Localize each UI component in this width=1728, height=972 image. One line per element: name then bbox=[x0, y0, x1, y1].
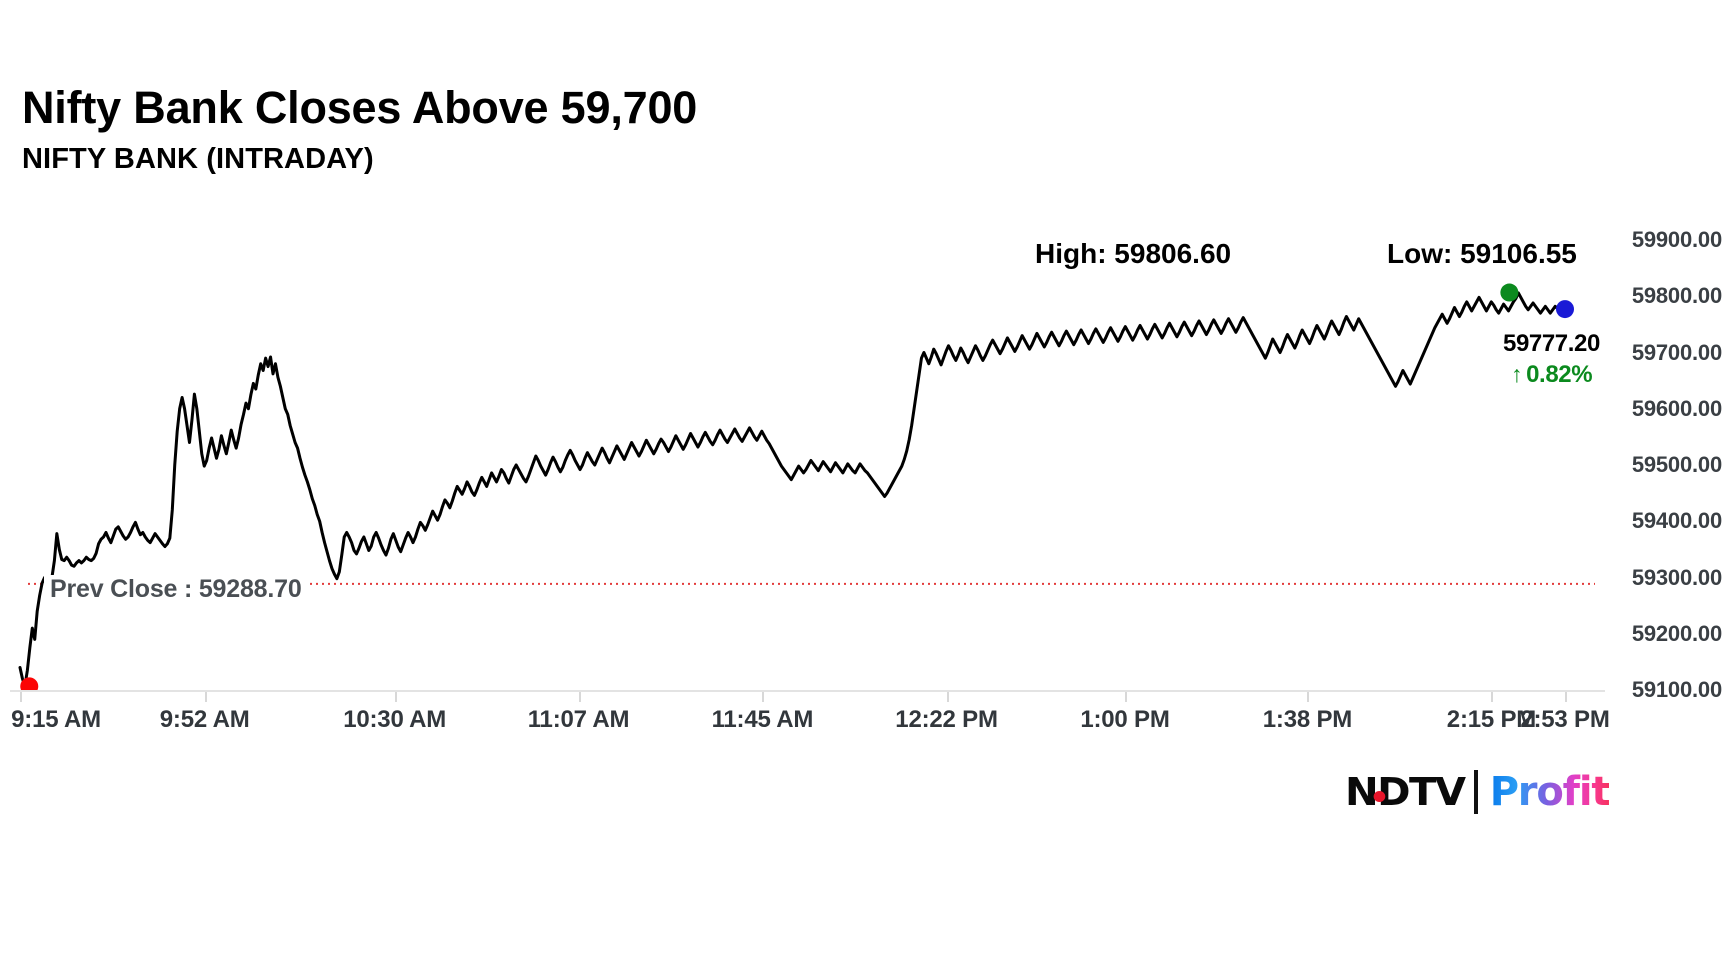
marker-day_high bbox=[1500, 283, 1519, 302]
arrow-up-icon: ↑ bbox=[1511, 361, 1523, 388]
x-axis-label: 10:30 AM bbox=[343, 706, 447, 733]
x-axis-label: 1:00 PM bbox=[1080, 706, 1170, 733]
last-price-value: 59777.20 bbox=[1503, 330, 1600, 357]
price-line-path bbox=[18, 291, 1567, 688]
ndtv-wordmark: NDTV bbox=[1345, 770, 1466, 814]
x-axis-label: 1:38 PM bbox=[1262, 706, 1353, 733]
stat-high: High: 59806.60 bbox=[1035, 238, 1232, 269]
marker-day_low bbox=[20, 677, 39, 690]
x-axis-tick bbox=[762, 692, 765, 702]
y-axis-label: 59500.00 bbox=[1631, 452, 1722, 477]
x-axis-line bbox=[10, 690, 1605, 692]
chart-header: Nifty Bank Closes Above 59,700 NIFTY BAN… bbox=[22, 84, 1422, 176]
x-axis-tick bbox=[20, 692, 22, 702]
x-axis-label: 2:15 PM bbox=[1446, 706, 1537, 733]
y-axis-label: 59800.00 bbox=[1631, 283, 1722, 309]
page-title: Nifty Bank Closes Above 59,700 bbox=[22, 82, 698, 133]
x-axis-tick bbox=[1307, 692, 1310, 702]
change-percent-value: 0.82% bbox=[1526, 360, 1593, 388]
logo-divider bbox=[1473, 770, 1478, 814]
marker-last_price bbox=[1556, 300, 1574, 319]
x-axis-tick bbox=[1491, 692, 1494, 702]
x-axis-label: 9:52 AM bbox=[159, 706, 250, 733]
x-axis-tick bbox=[204, 692, 207, 702]
chart-stats: High: 59806.60 Low: 59106.55 bbox=[1035, 238, 1695, 274]
y-axis-label: 59600.00 bbox=[1631, 395, 1722, 421]
y-axis-label: 59300.00 bbox=[1631, 564, 1722, 590]
y-axis-label: 59700.00 bbox=[1631, 339, 1722, 365]
x-axis-tick bbox=[1565, 692, 1567, 702]
y-axis-label: 59200.00 bbox=[1631, 620, 1722, 646]
price-line-chart bbox=[18, 283, 1595, 690]
last-price-annotation: 59777.20 ↑ 0.82% bbox=[1503, 330, 1633, 389]
chart-subtitle: NIFTY BANK (INTRADAY) bbox=[22, 143, 374, 176]
ndtv-profit-logo: NDTV Profit bbox=[1345, 768, 1611, 816]
x-axis-label: 2:53 PM bbox=[1520, 706, 1610, 733]
x-axis-tick bbox=[394, 692, 397, 702]
stat-low: Low: 59106.55 bbox=[1387, 238, 1577, 269]
ndtv-text: NDTV bbox=[1345, 770, 1466, 814]
x-axis: 9:15 AM 9:52 AM 10:30 AM 11:07 AM 11:45 AM 12… bbox=[0, 692, 1610, 742]
ndtv-red-dot-icon bbox=[1373, 791, 1386, 802]
x-axis-label: 11:45 AM bbox=[711, 706, 814, 733]
last-price-change: ↑ 0.82% bbox=[1511, 361, 1633, 389]
profit-wordmark: Profit bbox=[1489, 769, 1611, 815]
y-axis-label: 59100.00 bbox=[1631, 677, 1722, 702]
price-markers-group bbox=[20, 283, 1574, 690]
chart-plot-area bbox=[0, 240, 1605, 690]
x-axis-tick bbox=[578, 692, 581, 702]
y-axis-label: 59400.00 bbox=[1631, 508, 1722, 534]
prev-close-label: Prev Close : 59288.70 bbox=[44, 575, 308, 604]
x-axis-label: 11:07 AM bbox=[527, 706, 630, 733]
x-axis-tick bbox=[1124, 692, 1127, 702]
x-axis-label: 12:22 PM bbox=[895, 706, 998, 733]
y-axis: 59900.00 59800.00 59700.00 59600.00 59500.00… bbox=[1605, 227, 1728, 702]
x-axis-tick bbox=[946, 692, 949, 702]
y-axis-label: 59900.00 bbox=[1631, 227, 1722, 252]
x-axis-label: 9:15 AM bbox=[11, 706, 101, 733]
